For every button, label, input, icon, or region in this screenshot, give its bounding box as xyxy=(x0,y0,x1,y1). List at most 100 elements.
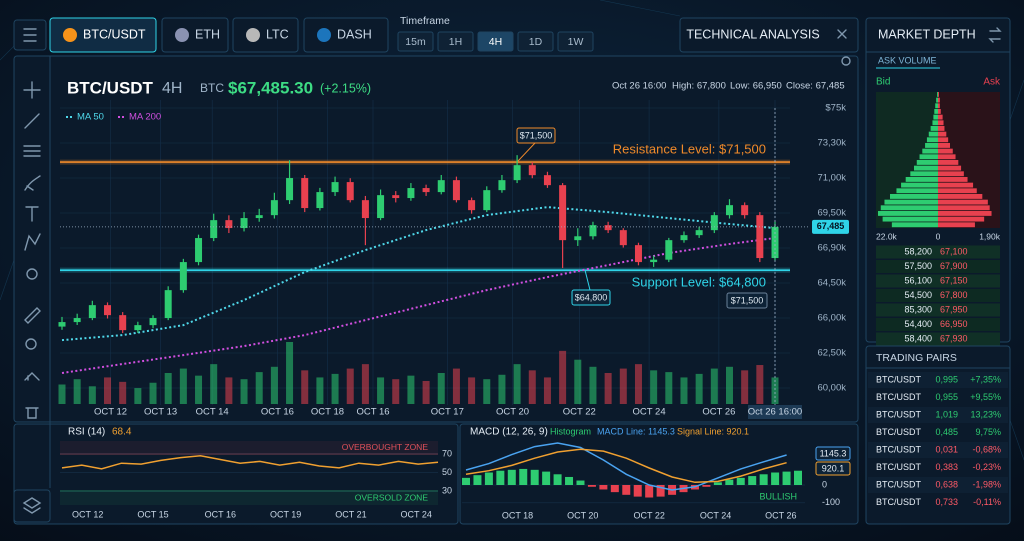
macd-histogram-bar xyxy=(645,485,654,498)
macd-line-label: MACD Line: 1145.3 xyxy=(597,426,675,436)
volume-bar xyxy=(650,370,658,404)
x-tick-label: OCT 14 xyxy=(196,407,229,418)
measure-tool[interactable] xyxy=(24,307,41,324)
x-tick-label: OCT 24 xyxy=(700,510,731,520)
pair-row[interactable] xyxy=(868,372,1008,388)
x-tick-label: OCT 12 xyxy=(72,509,103,519)
timeframe-option[interactable]: 15m xyxy=(405,36,426,48)
y-tick-label: 66,00k xyxy=(817,313,846,324)
order-row-bg xyxy=(876,332,1000,346)
tab[interactable] xyxy=(49,17,157,53)
depth-bid-bar xyxy=(926,137,938,143)
pattern-tool[interactable] xyxy=(24,233,41,251)
pair-row[interactable] xyxy=(868,442,1008,458)
pair-price: 1,019 xyxy=(935,409,958,419)
pair-price: 0,485 xyxy=(935,427,958,437)
swap-button[interactable] xyxy=(988,27,1002,43)
close-button[interactable] xyxy=(837,29,847,39)
delete-tool[interactable] xyxy=(25,407,39,419)
timeframe-button[interactable] xyxy=(517,31,554,52)
timeframe-option[interactable]: 4H xyxy=(489,36,502,48)
depth-ask-bar xyxy=(938,120,944,126)
ask-price: 67,150 xyxy=(940,275,968,285)
x-tick-label: OCT 20 xyxy=(496,407,529,418)
macd-histogram-bar xyxy=(748,476,757,485)
candle-body xyxy=(498,180,506,191)
y-tick-label: 69,50k xyxy=(817,208,846,219)
ask-price: 67,950 xyxy=(940,304,968,314)
crosshair-tool[interactable] xyxy=(23,81,41,99)
macd-tick-label: 0 xyxy=(822,479,827,489)
timeframe-option[interactable]: 1H xyxy=(449,36,462,48)
timeframe-button[interactable] xyxy=(437,31,474,52)
tab-label[interactable]: DASH xyxy=(337,27,372,41)
pair-row[interactable] xyxy=(868,389,1008,406)
depth-ask-bar xyxy=(938,211,992,216)
timeframe-button[interactable] xyxy=(397,31,434,52)
volume-bar xyxy=(468,377,476,404)
macd-histogram-bar xyxy=(542,471,551,485)
tab-label[interactable]: ETH xyxy=(195,27,220,41)
pair-price: 0,995 xyxy=(935,374,958,384)
timeframe-option[interactable]: 1W xyxy=(568,36,584,48)
line-tool[interactable] xyxy=(24,113,40,129)
volume-bar xyxy=(88,386,96,404)
macd-histogram-label: Histogram xyxy=(550,426,591,436)
lock-tool[interactable] xyxy=(24,372,40,381)
info-time: Oct 26 16:00 xyxy=(612,81,666,92)
depth-bid-bar xyxy=(890,194,938,199)
depth-ask-bar xyxy=(938,137,949,143)
timeframe-option[interactable]: 1D xyxy=(529,36,543,48)
pair-name: BTC/USDT xyxy=(876,409,922,419)
candle-body xyxy=(422,188,430,193)
cursor-tag-box xyxy=(726,292,768,309)
depth-tab[interactable]: ASK VOLUME xyxy=(878,55,937,65)
tab[interactable] xyxy=(303,17,389,53)
settings-button[interactable] xyxy=(841,56,851,66)
macd-badge: 920.1 xyxy=(822,463,845,473)
volume-bar xyxy=(195,375,203,404)
volume-bar xyxy=(680,377,688,404)
rsi-zone-label: OVERSOLD ZONE xyxy=(355,492,429,502)
timeframe-button[interactable] xyxy=(557,31,594,52)
tab[interactable] xyxy=(232,17,299,53)
zoom-tool[interactable] xyxy=(26,268,38,280)
tab-label[interactable]: BTC/USDT xyxy=(83,27,146,41)
macd-badge-box xyxy=(815,446,851,461)
timeframe-button[interactable] xyxy=(477,31,514,52)
pair-change: 9,75% xyxy=(975,427,1001,437)
zoom-in-tool[interactable] xyxy=(25,338,37,350)
volume-bar xyxy=(316,377,324,404)
last-price-label: 67,485 xyxy=(817,221,845,231)
candle-body xyxy=(270,200,278,216)
volume-bar xyxy=(528,370,536,404)
pair-row[interactable] xyxy=(868,407,1008,423)
support-tag: $64,800 xyxy=(575,292,608,302)
pair-row[interactable] xyxy=(868,424,1008,441)
bid-price: 57,500 xyxy=(904,261,932,271)
candle-body xyxy=(437,180,445,193)
brush-tool[interactable] xyxy=(24,175,41,191)
depth-bid-bar xyxy=(901,182,938,188)
rsi-title: RSI (14) xyxy=(68,427,105,438)
resistance-label: Resistance Level: $71,500 xyxy=(613,142,766,157)
support-label: Support Level: $64,800 xyxy=(632,275,766,290)
pairs-title: TRADING PAIRS xyxy=(876,352,957,364)
pair-row[interactable] xyxy=(868,494,1008,511)
candle-body xyxy=(543,175,551,186)
pair-row[interactable] xyxy=(868,477,1008,493)
candle-body xyxy=(695,230,703,236)
macd-histogram-bar xyxy=(473,475,482,485)
tab[interactable] xyxy=(161,17,229,53)
tab-label[interactable]: LTC xyxy=(266,27,289,41)
text-tool[interactable] xyxy=(25,206,39,222)
pair-row[interactable] xyxy=(868,459,1008,476)
layers-button[interactable] xyxy=(13,489,51,523)
menu-button[interactable] xyxy=(13,19,47,51)
depth-axis-label: 0 xyxy=(936,231,941,241)
fib-tool[interactable] xyxy=(23,145,41,157)
depth-ask-bar xyxy=(938,222,975,228)
depth-bid-bar xyxy=(936,97,938,103)
depth-bid-bar xyxy=(914,165,938,171)
